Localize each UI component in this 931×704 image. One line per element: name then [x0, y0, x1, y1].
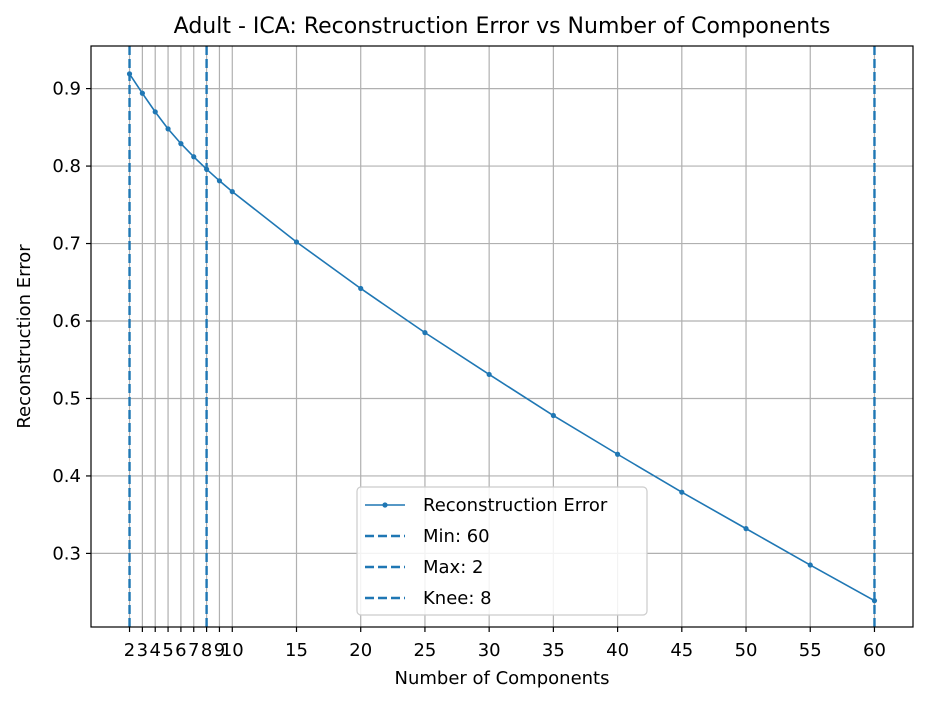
y-tick-label: 0.6	[52, 311, 81, 332]
data-point	[550, 412, 556, 419]
x-tick-label: 7	[188, 640, 199, 661]
y-tick-label: 0.9	[52, 79, 81, 100]
x-tick-label: 35	[542, 640, 565, 661]
data-point	[203, 166, 210, 172]
legend-label: Min: 60	[423, 526, 490, 547]
data-point	[191, 154, 197, 160]
y-tick-label: 0.4	[52, 466, 81, 487]
x-tick-label: 30	[478, 640, 501, 661]
x-tick-label: 6	[175, 640, 186, 661]
x-tick-label: 40	[606, 640, 629, 661]
data-point	[293, 239, 300, 245]
x-axis-label: Number of Components	[395, 668, 610, 689]
legend: Reconstruction Error Min: 60 Max: 2 Knee: 8	[356, 486, 648, 616]
x-tick-label: 20	[349, 640, 372, 661]
x-tick-label: 55	[799, 640, 822, 661]
data-point	[422, 330, 428, 336]
x-tick-label: 10	[221, 640, 244, 661]
x-tick-label: 15	[285, 640, 308, 661]
reference-lines	[128, 46, 876, 627]
plot-frame	[90, 45, 914, 628]
x-axis-ticks: 2 3 4 5 6 7 8 910 15 20 25 30 35 40 45 50 55 60	[124, 627, 886, 661]
legend-box	[356, 486, 648, 616]
legend-label: Max: 2	[423, 557, 483, 578]
y-axis-label: Reconstruction Error	[14, 244, 35, 429]
y-tick-label: 0.7	[52, 234, 81, 255]
x-tick-label: 60	[863, 640, 886, 661]
series-lines	[126, 71, 878, 604]
data-point	[216, 178, 223, 184]
x-tick-label: 2	[124, 640, 135, 661]
legend-marker	[382, 502, 388, 508]
data-point	[871, 598, 878, 604]
legend-label: Reconstruction Error	[423, 495, 608, 516]
y-axis-ticks: 0.3 0.4 0.5 0.6 0.7 0.8 0.9	[52, 79, 91, 564]
x-tick-label: 4	[149, 640, 160, 661]
x-tick-label: 25	[413, 640, 436, 661]
x-tick-label: 45	[670, 640, 693, 661]
x-tick-label: 5	[162, 640, 173, 661]
data-point	[358, 285, 364, 292]
data-point	[743, 526, 749, 532]
data-point	[614, 451, 621, 457]
data-point	[126, 71, 133, 77]
data-point	[152, 109, 158, 115]
x-tick-label: 9	[214, 640, 225, 661]
y-tick-label: 0.8	[52, 156, 81, 177]
data-point	[165, 126, 171, 132]
data-point	[486, 371, 492, 378]
x-tick-label: 50	[735, 640, 758, 661]
data-point	[178, 141, 184, 147]
chart-title: Adult - ICA: Reconstruction Error vs Num…	[174, 14, 831, 39]
data-point	[679, 489, 685, 495]
y-tick-label: 0.3	[52, 543, 81, 564]
data-point	[807, 562, 813, 568]
data-point	[139, 90, 145, 96]
data-point	[229, 189, 235, 195]
y-tick-label: 0.5	[52, 388, 81, 409]
legend-label: Knee: 8	[423, 588, 492, 609]
x-tick-label: 3	[137, 640, 148, 661]
x-tick-label: 8	[201, 640, 212, 661]
